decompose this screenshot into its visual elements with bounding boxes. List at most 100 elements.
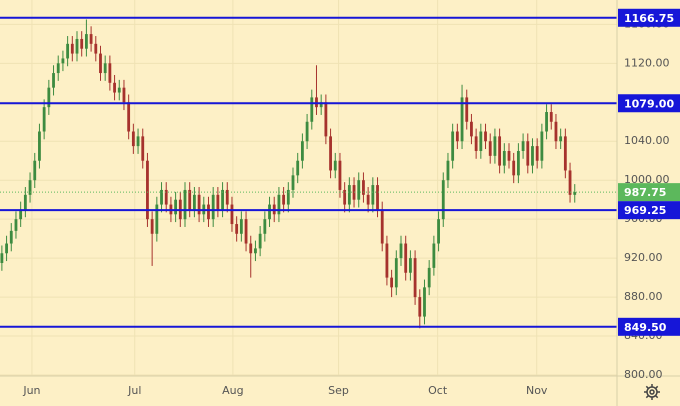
x-tick-label: Jul (127, 384, 141, 397)
x-tick-label: Sep (328, 384, 349, 397)
candle-body (484, 131, 487, 142)
candle-body (52, 73, 55, 88)
candle-body (446, 160, 450, 181)
candle-body (113, 82, 116, 93)
candle-body (371, 185, 375, 205)
x-tick-label: Nov (526, 384, 548, 397)
candle-body (221, 189, 224, 210)
level-badge (618, 94, 680, 113)
candle-body (521, 141, 525, 151)
candle-body (427, 267, 431, 288)
y-tick-label: 800.00 (624, 368, 663, 381)
candle-body (319, 102, 323, 108)
candle-body (493, 136, 497, 156)
candle-body (66, 43, 70, 59)
candle-body (385, 243, 389, 278)
y-tick-label: 880.00 (624, 290, 663, 303)
candle-body (535, 146, 539, 161)
candle-body (239, 219, 243, 234)
candle-body (282, 194, 286, 205)
candle-body (573, 192, 577, 195)
candle-body (563, 136, 567, 171)
candle-body (465, 97, 469, 122)
candle-body (512, 160, 516, 176)
candle-body (540, 131, 544, 161)
y-tick-label: 1000.00 (624, 173, 670, 186)
settings-icon[interactable] (644, 384, 660, 400)
candle-body (14, 219, 18, 231)
candle-body (502, 150, 506, 166)
candle-body (268, 204, 271, 220)
candle-body (19, 209, 23, 220)
x-tick-label: Aug (222, 384, 243, 397)
last-price-badge (618, 183, 680, 202)
candle-body (329, 136, 332, 171)
candle-body (531, 146, 534, 166)
candle-body (160, 189, 163, 205)
candle-body (188, 189, 192, 210)
candle-body (164, 189, 168, 205)
candle-body (488, 141, 492, 156)
candle-body (347, 185, 351, 205)
candle-body (136, 136, 140, 147)
candle-body (507, 150, 511, 161)
candle-body (23, 194, 27, 210)
candle-body (437, 219, 440, 244)
candle-body (258, 233, 262, 249)
level-badge (618, 201, 680, 220)
candle-body (56, 63, 60, 74)
candle-body (225, 189, 229, 205)
candle-body (235, 224, 239, 234)
candle-body (211, 194, 215, 220)
candle-body (394, 258, 398, 288)
candle-body (380, 209, 384, 244)
candle-body (131, 131, 135, 147)
candle-body (451, 131, 455, 161)
candle-body (554, 121, 558, 142)
candle-body (47, 87, 51, 108)
candle-body (89, 34, 93, 44)
candle-body (390, 277, 394, 288)
candle-body (108, 63, 112, 83)
candle-body (526, 141, 530, 166)
candle-body (192, 194, 196, 210)
y-tick-label: 920.00 (624, 251, 663, 264)
level-badge (618, 8, 680, 27)
candle-body (333, 160, 337, 171)
x-tick-label: Jun (22, 384, 40, 397)
candle-body (305, 121, 309, 142)
plot-area (0, 0, 617, 376)
candle-body (277, 194, 281, 215)
candle-body (455, 131, 459, 142)
candle-body (122, 87, 126, 103)
candle-body (324, 102, 328, 137)
candle-body (244, 219, 248, 244)
candle-body (310, 97, 314, 122)
candle-body (207, 204, 210, 220)
candle-body (38, 131, 41, 161)
candle-body (99, 53, 102, 74)
candle-body (549, 112, 553, 122)
candle-body (141, 136, 145, 161)
candle-body (413, 258, 417, 298)
candle-body (300, 141, 304, 161)
candle-body (568, 170, 572, 195)
candle-body (197, 194, 201, 215)
candle-body (174, 199, 178, 215)
candle-body (183, 189, 187, 220)
candle-body (418, 297, 422, 317)
level-label: 1166.75 (624, 12, 674, 25)
candle-body (33, 160, 37, 181)
candle-body (291, 175, 295, 190)
candle-body (559, 136, 563, 142)
candle-body (460, 97, 464, 142)
candle-body (362, 180, 365, 195)
candle-body (117, 87, 121, 93)
candle-body (498, 136, 502, 166)
candle-body (338, 160, 342, 190)
candle-body (61, 58, 65, 64)
candle-body (286, 189, 290, 205)
